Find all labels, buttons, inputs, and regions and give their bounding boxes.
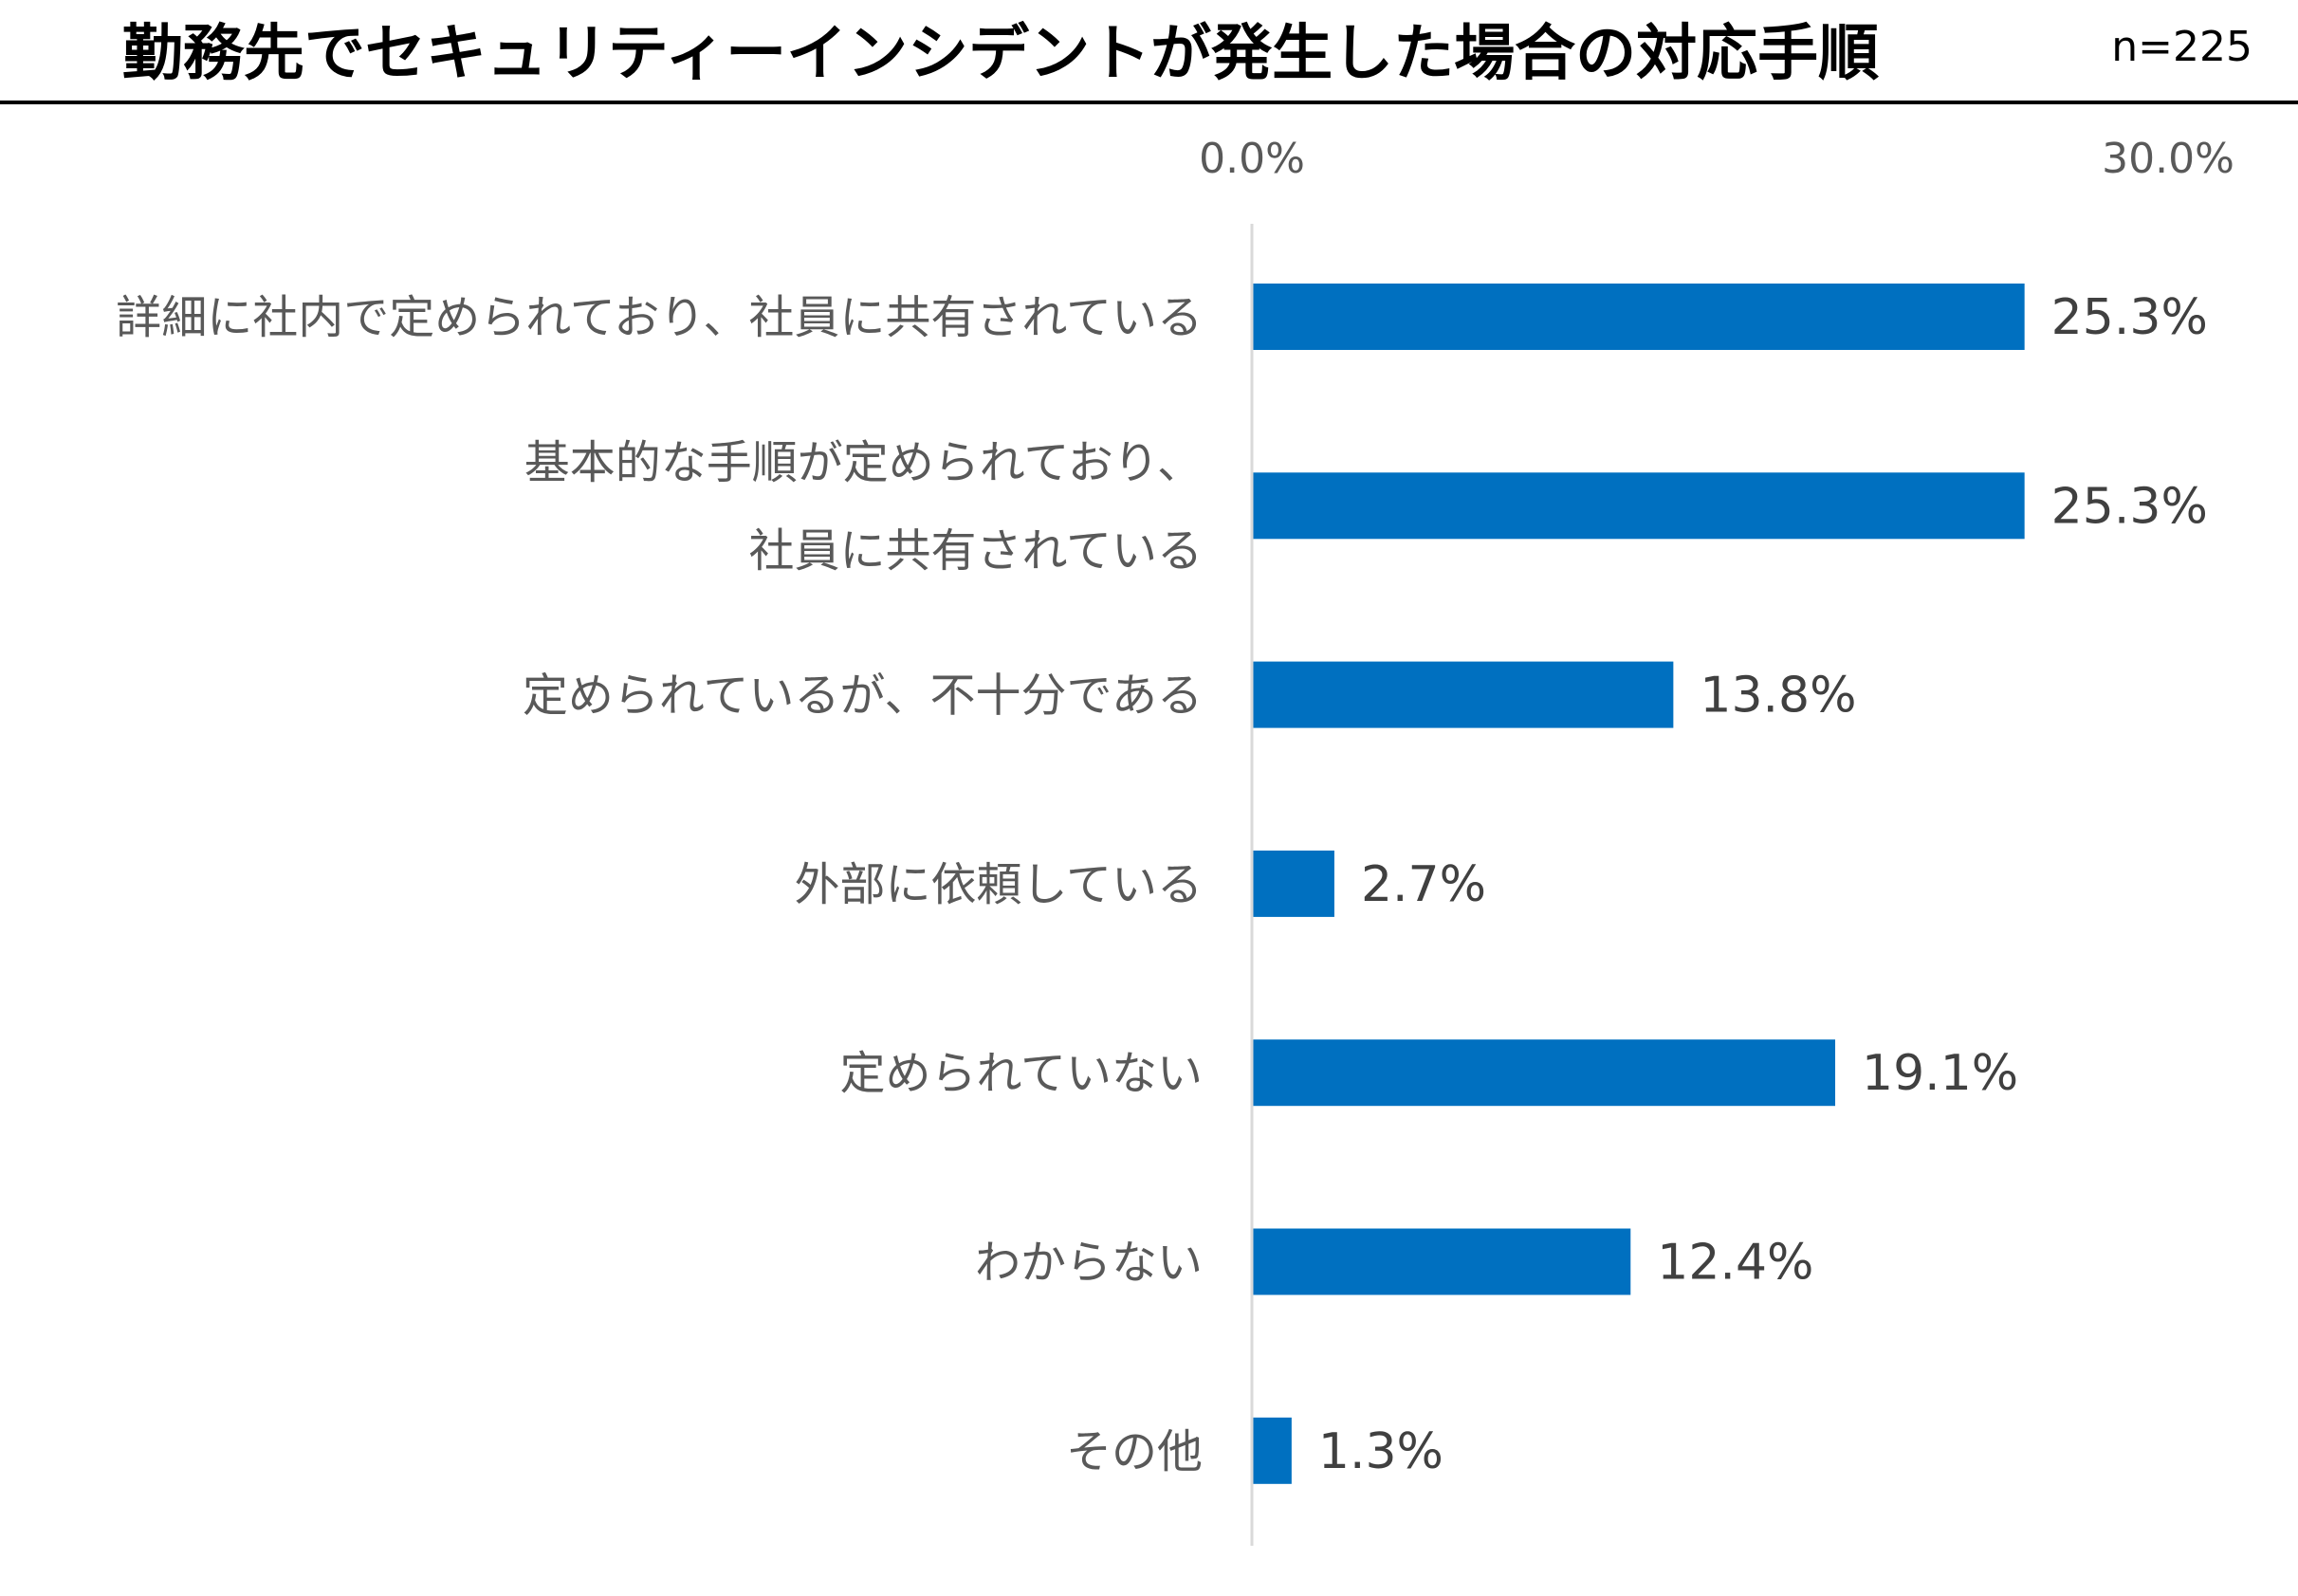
- bars: [1253, 284, 2025, 1484]
- bar: [1253, 850, 1334, 917]
- value-label: 25.3%: [2051, 478, 2208, 535]
- value-label: 2.7%: [1361, 856, 1486, 913]
- value-label: 19.1%: [1862, 1045, 2018, 1102]
- category-label: 外部に依頼している: [794, 858, 1203, 911]
- chart-title: 勤務先でセキュリティーインシデントが発生した場合の対応手順: [122, 19, 1879, 89]
- value-label: 12.4%: [1657, 1235, 1813, 1292]
- bar: [1253, 1417, 1292, 1484]
- bar: [1253, 1039, 1836, 1107]
- bar: [1253, 1228, 1631, 1295]
- category-label: 定められているが、不十分である: [523, 670, 1203, 723]
- x-tick-label: 0.0%: [1199, 135, 1305, 183]
- bar: [1253, 284, 2025, 350]
- category-label: 社員に共有されている: [748, 524, 1203, 578]
- value-labels: 25.3% 25.3% 13.8% 2.7% 19.1% 12.4% 1.3%: [1318, 289, 2208, 1480]
- category-label: 詳細に社内で定められており、社員に共有されている: [116, 291, 1203, 344]
- category-labels: 詳細に社内で定められており、社員に共有されている基本的な手順が定められており、社…: [116, 291, 1203, 1478]
- bar: [1253, 472, 2025, 540]
- x-tick-label: 30.0%: [2102, 135, 2234, 183]
- value-label: 1.3%: [1318, 1423, 1443, 1480]
- value-label: 13.8%: [1700, 668, 1856, 725]
- category-label: 定められていない: [839, 1047, 1203, 1100]
- sample-size-label: n=225: [2111, 23, 2252, 71]
- category-label: 基本的な手順が定められており、: [524, 436, 1203, 489]
- bar: [1253, 661, 1674, 728]
- x-axis-ticks: 0.0% 30.0%: [1199, 135, 2234, 183]
- category-label: わからない: [975, 1237, 1203, 1290]
- value-label: 25.3%: [2051, 289, 2208, 346]
- category-label: その他: [1066, 1425, 1203, 1478]
